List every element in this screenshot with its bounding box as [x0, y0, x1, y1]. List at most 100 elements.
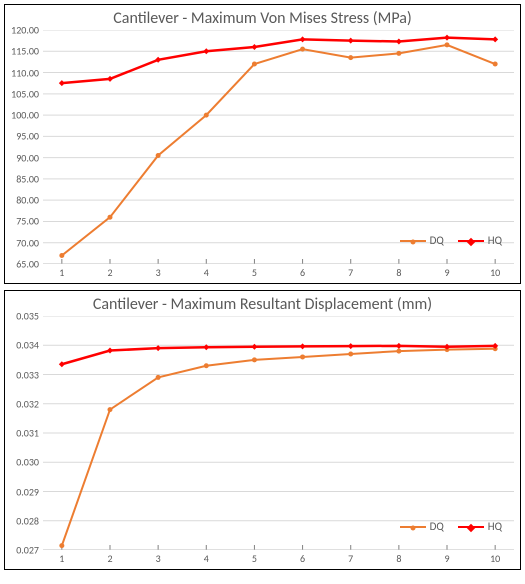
x-tick-label: 7	[348, 266, 353, 279]
y-tick-label: 65.00	[16, 258, 39, 271]
x-tick-label: 7	[348, 552, 353, 565]
y-tick-label: 0.032	[16, 397, 39, 410]
series-marker-HQ	[396, 38, 402, 44]
x-tick-label: 9	[444, 266, 449, 279]
legend: DQ HQ	[400, 234, 502, 247]
chart-stress: Cantilever - Maximum Von Mises Stress (M…	[4, 4, 521, 284]
series-marker-DQ	[156, 153, 161, 158]
series-marker-DQ	[396, 349, 401, 354]
diamond-icon	[466, 237, 474, 245]
y-tick-label: 120.00	[11, 24, 39, 37]
legend-label: HQ	[488, 520, 502, 533]
series-marker-HQ	[59, 80, 65, 86]
plot-svg	[43, 30, 514, 264]
legend-label: DQ	[430, 234, 444, 247]
legend-item-HQ: HQ	[458, 234, 502, 247]
series-marker-DQ	[107, 407, 112, 412]
series-marker-DQ	[204, 363, 209, 368]
circle-icon	[410, 525, 415, 530]
y-tick-label: 100.00	[11, 109, 39, 122]
series-line-DQ	[62, 45, 495, 256]
series-marker-HQ	[203, 48, 209, 54]
series-line-HQ	[62, 346, 495, 364]
series-marker-HQ	[348, 343, 354, 349]
x-axis: 12345678910	[43, 264, 514, 282]
series-marker-DQ	[348, 352, 353, 357]
series-marker-DQ	[59, 543, 64, 548]
y-tick-label: 0.030	[16, 456, 39, 469]
y-tick-label: 0.035	[16, 310, 39, 323]
legend-item-DQ: DQ	[400, 520, 444, 533]
series-marker-DQ	[252, 62, 257, 67]
series-marker-HQ	[251, 344, 257, 350]
series-marker-DQ	[445, 42, 450, 47]
y-tick-label: 0.033	[16, 368, 39, 381]
y-tick-label: 95.00	[16, 130, 39, 143]
series-marker-DQ	[348, 55, 353, 60]
series-marker-HQ	[492, 36, 498, 42]
series-marker-DQ	[300, 47, 305, 52]
y-tick-label: 0.028	[16, 514, 39, 527]
x-tick-label: 2	[107, 266, 112, 279]
chart-displacement: Cantilever - Maximum Resultant Displacem…	[4, 290, 521, 570]
y-tick-label: 115.00	[11, 45, 39, 58]
y-tick-label: 85.00	[16, 172, 39, 185]
legend-swatch	[458, 240, 484, 242]
x-tick-label: 8	[396, 266, 401, 279]
series-marker-DQ	[107, 215, 112, 220]
x-tick-label: 1	[59, 552, 64, 565]
legend-item-DQ: DQ	[400, 234, 444, 247]
series-marker-HQ	[155, 345, 161, 351]
series-marker-HQ	[300, 343, 306, 349]
legend-swatch	[458, 526, 484, 528]
series-marker-HQ	[396, 343, 402, 349]
y-tick-label: 0.034	[16, 339, 39, 352]
x-tick-label: 6	[300, 552, 305, 565]
series-line-DQ	[62, 349, 495, 546]
series-marker-HQ	[251, 44, 257, 50]
x-tick-label: 2	[107, 552, 112, 565]
y-tick-label: 0.031	[16, 427, 39, 440]
x-tick-label: 4	[204, 552, 209, 565]
series-marker-HQ	[300, 36, 306, 42]
y-tick-label: 80.00	[16, 194, 39, 207]
series-marker-HQ	[59, 361, 65, 367]
legend-swatch	[400, 240, 426, 242]
circle-icon	[410, 239, 415, 244]
chart-title: Cantilever - Maximum Resultant Displacem…	[5, 291, 520, 316]
legend-swatch	[400, 526, 426, 528]
series-line-HQ	[62, 38, 495, 84]
series-marker-DQ	[156, 375, 161, 380]
legend: DQ HQ	[400, 520, 502, 533]
y-tick-label: 75.00	[16, 215, 39, 228]
series-marker-HQ	[107, 348, 113, 354]
x-tick-label: 10	[490, 266, 500, 279]
x-tick-label: 9	[444, 552, 449, 565]
x-tick-label: 1	[59, 266, 64, 279]
y-tick-label: 70.00	[16, 236, 39, 249]
chart-title: Cantilever - Maximum Von Mises Stress (M…	[5, 5, 520, 30]
y-tick-label: 0.029	[16, 485, 39, 498]
series-marker-DQ	[396, 51, 401, 56]
legend-item-HQ: HQ	[458, 520, 502, 533]
series-marker-DQ	[300, 354, 305, 359]
series-marker-DQ	[204, 113, 209, 118]
y-axis: 0.027 0.028 0.029 0.030 0.031 0.032 0.033 0.034…	[5, 316, 43, 568]
legend-label: DQ	[430, 520, 444, 533]
x-tick-label: 3	[156, 552, 161, 565]
y-tick-label: 90.00	[16, 151, 39, 164]
diamond-icon	[466, 523, 474, 531]
x-tick-label: 3	[156, 266, 161, 279]
series-marker-DQ	[252, 357, 257, 362]
x-tick-label: 10	[490, 552, 500, 565]
series-marker-DQ	[493, 62, 498, 67]
legend-label: HQ	[488, 234, 502, 247]
x-tick-label: 8	[396, 552, 401, 565]
x-tick-label: 4	[204, 266, 209, 279]
y-tick-label: 0.027	[16, 544, 39, 557]
x-tick-label: 6	[300, 266, 305, 279]
series-marker-HQ	[444, 35, 450, 41]
x-tick-label: 5	[252, 552, 257, 565]
series-marker-DQ	[59, 253, 64, 258]
plot-svg	[43, 316, 514, 550]
